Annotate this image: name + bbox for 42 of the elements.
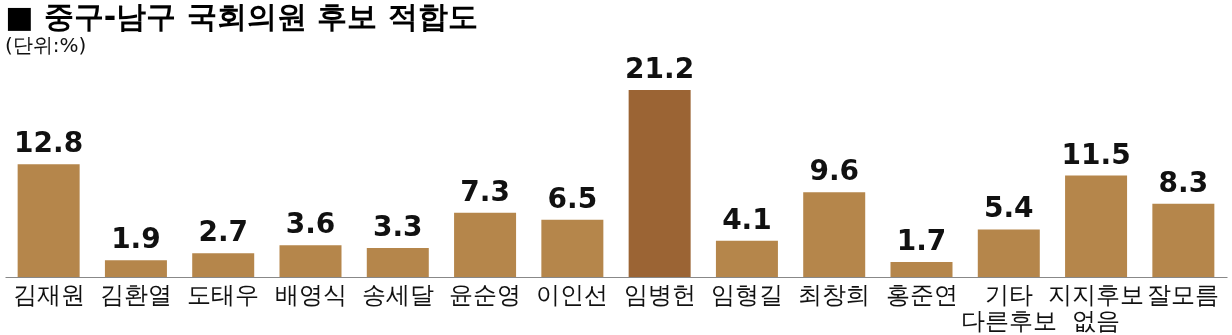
x-tick-label: 잘모름 (1147, 280, 1220, 309)
x-tick-label: 최창희 (798, 280, 871, 309)
data-label: 6.5 (547, 181, 598, 215)
x-tick-label: 윤순영 (449, 280, 522, 309)
x-tick-label: 임병헌 (623, 280, 696, 309)
x-tick-label: 송세달 (361, 280, 434, 309)
bar (977, 229, 1040, 277)
bar (279, 245, 342, 277)
bar (192, 253, 255, 277)
data-label: 12.8 (14, 126, 84, 160)
x-tick-label: 도태우 (187, 280, 260, 309)
bar (17, 164, 80, 277)
x-tick-label: 김재원 (12, 280, 85, 309)
x-tick-label: 임형길 (710, 280, 783, 309)
bar (1152, 203, 1215, 277)
x-tick-label: 배영식 (274, 280, 347, 309)
x-tick-label: 김환열 (99, 280, 172, 309)
bar (803, 192, 866, 277)
bar (628, 90, 691, 277)
bar (366, 247, 429, 277)
chart-title: ■ 중구-남구 국회의원 후보 적합도 (5, 0, 478, 35)
data-label: 11.5 (1061, 137, 1131, 171)
bar (715, 240, 778, 277)
x-tick-label: 이인선 (536, 280, 609, 309)
data-label: 1.7 (896, 224, 947, 258)
data-label: 8.3 (1158, 165, 1209, 199)
data-label: 2.7 (198, 215, 249, 249)
chart-subtitle: (단위:%) (5, 33, 87, 58)
data-label: 7.3 (460, 174, 510, 208)
data-label: 5.4 (983, 191, 1034, 225)
data-label: 3.6 (285, 207, 336, 241)
data-label: 21.2 (625, 52, 695, 86)
bar (1065, 175, 1128, 277)
bar (541, 219, 604, 277)
data-label: 1.9 (111, 222, 161, 256)
data-label: 4.1 (722, 202, 772, 236)
data-label: 3.3 (372, 209, 423, 243)
x-tick-label: 홍준연 (885, 280, 958, 309)
bar (454, 212, 517, 277)
bar (104, 260, 167, 277)
data-label: 9.6 (809, 154, 860, 188)
bar (890, 262, 953, 277)
